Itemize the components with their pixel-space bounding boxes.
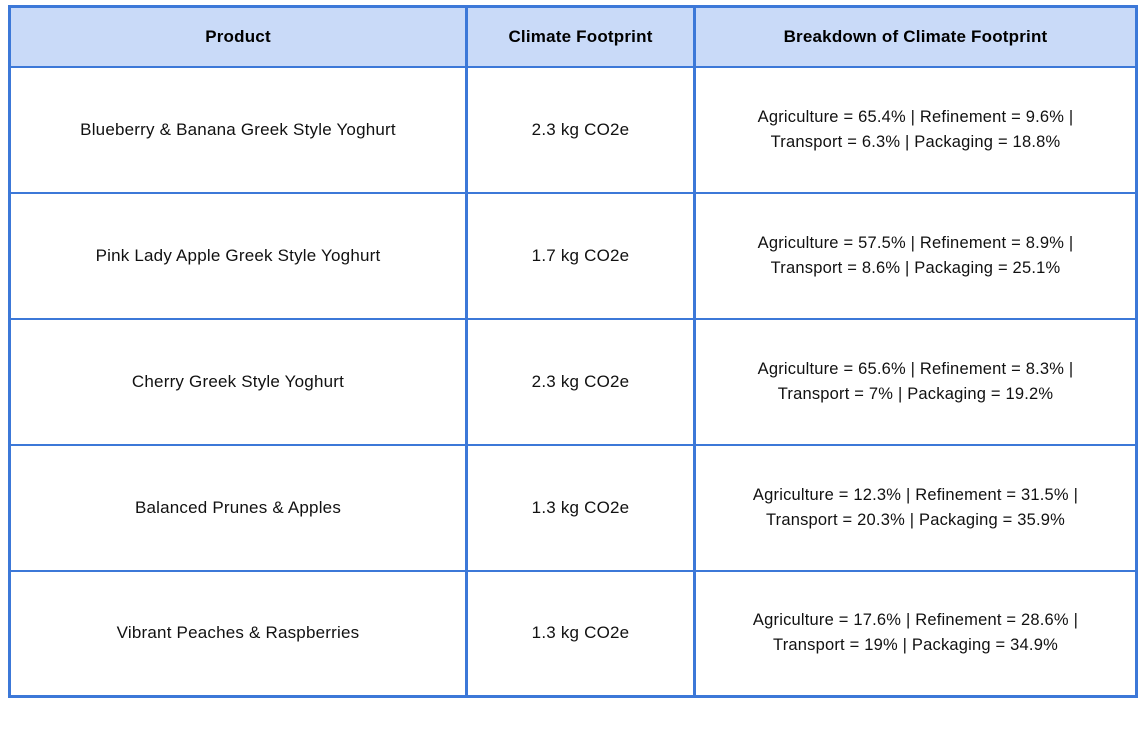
breakdown-cell: Agriculture = 17.6% | Refinement = 28.6%… — [693, 569, 1138, 698]
footprint-cell: 1.7 kg CO2e — [465, 191, 696, 320]
table-body: Blueberry & Banana Greek Style Yoghurt 2… — [8, 65, 1138, 698]
header-row: Product Climate Footprint Breakdown of C… — [8, 5, 1138, 68]
product-cell: Pink Lady Apple Greek Style Yoghurt — [8, 191, 468, 320]
footprint-cell: 1.3 kg CO2e — [465, 569, 696, 698]
climate-footprint-table: Product Climate Footprint Breakdown of C… — [8, 5, 1138, 698]
footprint-cell: 1.3 kg CO2e — [465, 443, 696, 572]
breakdown-cell: Agriculture = 65.6% | Refinement = 8.3% … — [693, 317, 1138, 446]
table-row: Vibrant Peaches & Raspberries 1.3 kg CO2… — [8, 569, 1138, 698]
breakdown-line-2: Transport = 6.3% | Packaging = 18.8% — [770, 132, 1061, 151]
breakdown-cell: Agriculture = 12.3% | Refinement = 31.5%… — [693, 443, 1138, 572]
product-cell: Vibrant Peaches & Raspberries — [8, 569, 468, 698]
breakdown-cell: Agriculture = 65.4% | Refinement = 9.6% … — [693, 65, 1138, 194]
breakdown-line-2: Transport = 7% | Packaging = 19.2% — [777, 384, 1054, 403]
table-row: Blueberry & Banana Greek Style Yoghurt 2… — [8, 65, 1138, 194]
breakdown-line-2: Transport = 19% | Packaging = 34.9% — [773, 636, 1058, 655]
breakdown-line-1: Agriculture = 17.6% | Refinement = 28.6%… — [752, 611, 1079, 630]
breakdown-line-2: Transport = 8.6% | Packaging = 25.1% — [770, 258, 1061, 277]
breakdown-line-1: Agriculture = 65.6% | Refinement = 8.3% … — [757, 359, 1074, 378]
breakdown-line-1: Agriculture = 12.3% | Refinement = 31.5%… — [752, 485, 1079, 504]
column-header-climate-footprint: Climate Footprint — [465, 5, 696, 68]
column-header-product: Product — [8, 5, 468, 68]
breakdown-line-1: Agriculture = 65.4% | Refinement = 9.6% … — [757, 107, 1074, 126]
table-row: Pink Lady Apple Greek Style Yoghurt 1.7 … — [8, 191, 1138, 320]
product-cell: Balanced Prunes & Apples — [8, 443, 468, 572]
table-row: Balanced Prunes & Apples 1.3 kg CO2e Agr… — [8, 443, 1138, 572]
table-row: Cherry Greek Style Yoghurt 2.3 kg CO2e A… — [8, 317, 1138, 446]
breakdown-line-2: Transport = 20.3% | Packaging = 35.9% — [765, 510, 1066, 529]
breakdown-line-1: Agriculture = 57.5% | Refinement = 8.9% … — [757, 233, 1074, 252]
footprint-cell: 2.3 kg CO2e — [465, 65, 696, 194]
product-cell: Cherry Greek Style Yoghurt — [8, 317, 468, 446]
product-cell: Blueberry & Banana Greek Style Yoghurt — [8, 65, 468, 194]
column-header-breakdown: Breakdown of Climate Footprint — [693, 5, 1138, 68]
table-header: Product Climate Footprint Breakdown of C… — [8, 5, 1138, 68]
breakdown-cell: Agriculture = 57.5% | Refinement = 8.9% … — [693, 191, 1138, 320]
footprint-cell: 2.3 kg CO2e — [465, 317, 696, 446]
